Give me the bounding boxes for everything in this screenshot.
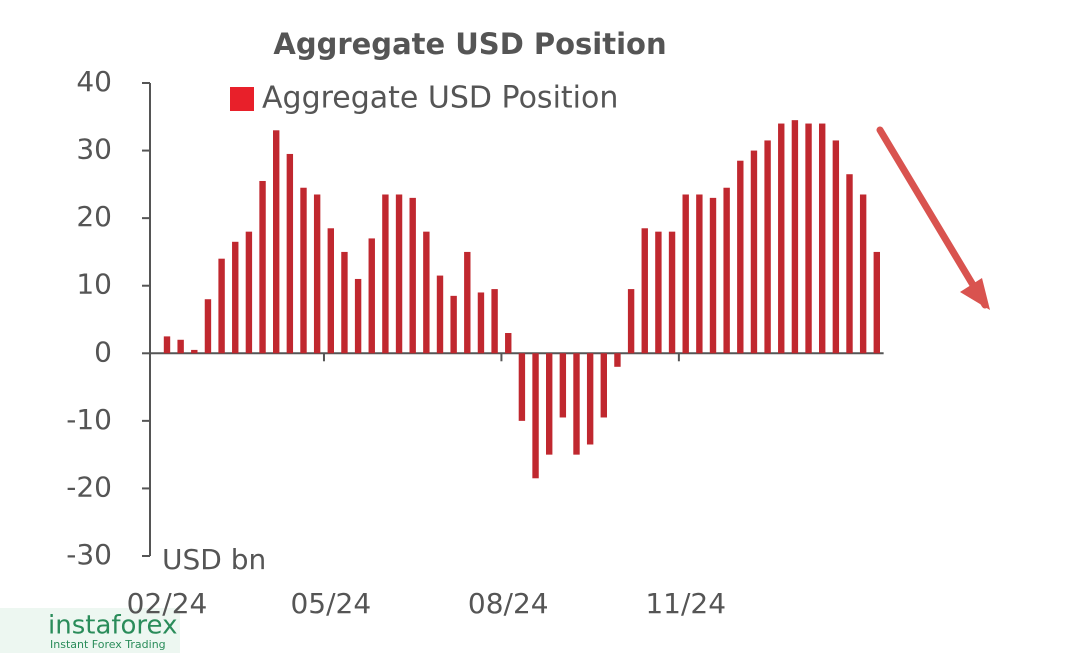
y-tick-label: -10 bbox=[66, 403, 112, 436]
bar bbox=[532, 353, 539, 479]
bar bbox=[805, 123, 812, 354]
x-tick-label: 02/24 bbox=[127, 587, 208, 620]
bar bbox=[409, 197, 416, 354]
bar bbox=[682, 194, 689, 354]
bar bbox=[641, 228, 648, 354]
bar bbox=[436, 275, 444, 354]
y-axis-label: USD bn bbox=[162, 543, 266, 576]
y-tick-label: -30 bbox=[66, 538, 112, 571]
bar bbox=[832, 140, 840, 354]
y-tick-label: 20 bbox=[76, 200, 112, 233]
bar bbox=[477, 292, 485, 354]
bar bbox=[286, 153, 294, 354]
bar bbox=[232, 241, 239, 354]
bar bbox=[586, 353, 594, 445]
bar bbox=[750, 150, 758, 354]
bar bbox=[300, 187, 307, 354]
legend-swatch bbox=[230, 87, 254, 111]
bar bbox=[464, 251, 471, 354]
bar bbox=[491, 289, 498, 354]
bar bbox=[559, 353, 567, 418]
y-tick-label: -20 bbox=[66, 470, 112, 503]
bar bbox=[791, 120, 799, 354]
x-tick-label: 08/24 bbox=[468, 587, 549, 620]
watermark-brand: instaforex bbox=[48, 611, 177, 641]
bar bbox=[382, 194, 389, 354]
y-tick-label: 40 bbox=[76, 65, 112, 98]
arrow-head bbox=[960, 278, 990, 310]
bar bbox=[846, 174, 853, 354]
bar bbox=[204, 299, 212, 354]
bar bbox=[505, 333, 512, 354]
bar bbox=[778, 123, 785, 354]
bar bbox=[737, 160, 744, 354]
bar bbox=[191, 349, 198, 354]
bar bbox=[655, 231, 662, 354]
bar bbox=[627, 289, 635, 354]
y-tick-label: 10 bbox=[76, 268, 112, 301]
bar bbox=[341, 251, 348, 354]
bar bbox=[368, 238, 375, 354]
bar bbox=[764, 140, 771, 354]
legend-label: Aggregate USD Position bbox=[262, 81, 618, 116]
bar bbox=[573, 353, 580, 455]
bar bbox=[450, 295, 457, 354]
watermark-tagline: Instant Forex Trading bbox=[50, 638, 166, 651]
bar bbox=[313, 194, 321, 354]
bar bbox=[709, 197, 717, 354]
bar bbox=[696, 194, 703, 354]
bar bbox=[354, 278, 362, 354]
bar bbox=[245, 231, 253, 354]
y-tick-label: 0 bbox=[94, 335, 112, 368]
y-tick-label: 30 bbox=[76, 133, 112, 166]
bar bbox=[873, 251, 880, 354]
bar bbox=[423, 231, 430, 354]
x-tick-label: 11/24 bbox=[645, 587, 726, 620]
bar bbox=[668, 231, 676, 354]
bar bbox=[273, 130, 280, 354]
bar bbox=[859, 194, 867, 354]
chart-title: Aggregate USD Position bbox=[273, 27, 666, 61]
bar bbox=[518, 353, 526, 421]
trend-arrow bbox=[876, 126, 989, 309]
watermark-bg bbox=[0, 608, 180, 653]
bar bbox=[259, 180, 266, 354]
bar bbox=[163, 336, 171, 354]
bar bbox=[395, 194, 403, 354]
x-tick-label: 05/24 bbox=[290, 587, 371, 620]
bar bbox=[327, 228, 334, 354]
bar bbox=[546, 353, 553, 455]
bar bbox=[600, 353, 607, 418]
bar bbox=[819, 123, 826, 354]
bar bbox=[614, 353, 621, 367]
bar bbox=[723, 187, 730, 354]
bar bbox=[218, 258, 225, 354]
bar bbox=[177, 339, 184, 354]
